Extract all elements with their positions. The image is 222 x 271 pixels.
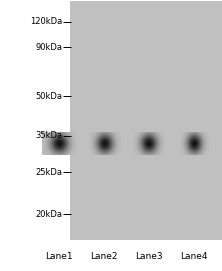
Text: Lane1: Lane1: [45, 251, 73, 261]
Text: 90kDa: 90kDa: [35, 43, 62, 52]
Text: 25kDa: 25kDa: [35, 167, 62, 177]
Text: Lane2: Lane2: [91, 251, 118, 261]
Text: 120kDa: 120kDa: [30, 17, 62, 26]
Text: Lane3: Lane3: [135, 251, 163, 261]
FancyBboxPatch shape: [70, 1, 222, 240]
Text: 35kDa: 35kDa: [35, 131, 62, 140]
Text: 50kDa: 50kDa: [35, 92, 62, 101]
Text: Lane4: Lane4: [180, 251, 208, 261]
Text: 20kDa: 20kDa: [35, 209, 62, 219]
